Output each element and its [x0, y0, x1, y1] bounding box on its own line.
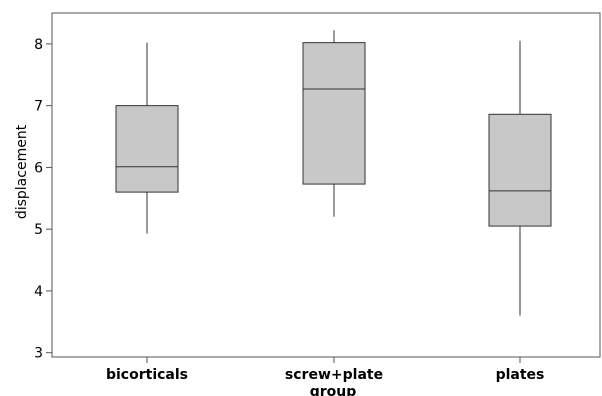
iqr-box: [115, 105, 179, 193]
y-tick-label: 7: [34, 99, 43, 115]
y-tick-label: 6: [34, 160, 43, 176]
x-tick-label: plates: [496, 367, 545, 383]
y-tick-label: 4: [34, 284, 43, 300]
x-axis: bicorticals screw+plate plates: [106, 357, 544, 383]
box-series: [115, 30, 552, 316]
x-tick-label: screw+plate: [285, 367, 383, 383]
y-axis-title: displacement: [14, 124, 30, 219]
box-bicorticals: [115, 42, 179, 234]
plot-frame: [51, 12, 601, 358]
x-axis-title: group: [310, 384, 357, 396]
box-plates: [488, 40, 552, 316]
iqr-box: [488, 113, 552, 227]
y-tick-label: 5: [34, 222, 43, 238]
box-screw-plate: [302, 30, 366, 217]
y-tick-label: 3: [34, 346, 43, 362]
x-tick-label: bicorticals: [106, 367, 188, 383]
y-tick-label: 8: [34, 37, 43, 53]
y-axis: 3 4 5 6 7 8: [34, 37, 52, 362]
iqr-box: [302, 42, 366, 185]
